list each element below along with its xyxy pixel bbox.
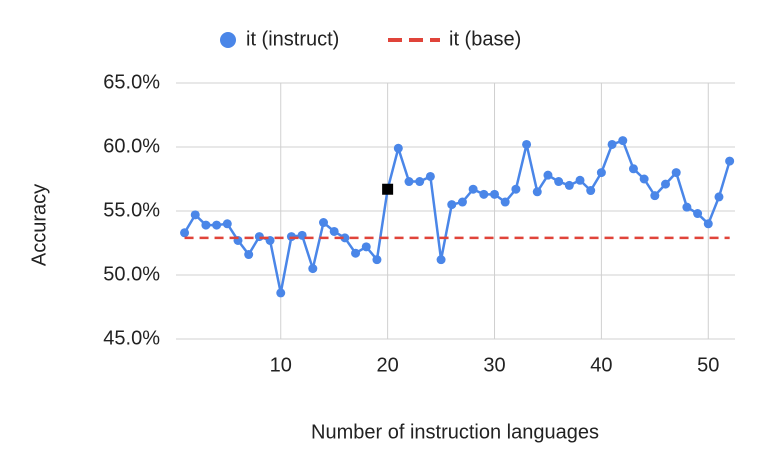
point: [393, 143, 403, 153]
point: [447, 200, 457, 210]
point: [415, 177, 425, 187]
point: [244, 250, 254, 260]
point: [490, 189, 500, 199]
x-tick-label: 20: [377, 354, 399, 376]
point: [276, 288, 286, 298]
point: [554, 177, 564, 187]
point: [457, 197, 467, 207]
point: [361, 242, 371, 252]
y-tick-label: 45.0%: [103, 327, 160, 349]
point: [714, 192, 724, 202]
point: [511, 184, 521, 194]
point: [468, 184, 478, 194]
y-tick-label: 60.0%: [103, 135, 160, 157]
legend-label: it (instruct): [246, 28, 339, 50]
point: [564, 180, 574, 190]
x-tick-label: 10: [270, 354, 292, 376]
point: [661, 179, 671, 189]
point: [308, 264, 318, 274]
point: [286, 232, 296, 242]
line: [183, 139, 731, 294]
x-tick-label: 40: [590, 354, 612, 376]
point: [639, 174, 649, 184]
point: [190, 210, 200, 220]
legend-label: it (base): [449, 28, 521, 50]
point: [201, 220, 211, 230]
point: [575, 175, 585, 185]
point: [725, 156, 735, 166]
point: [318, 218, 328, 228]
point: [607, 139, 617, 149]
highlight-point: [382, 183, 394, 195]
point: [351, 248, 361, 258]
point: [532, 187, 542, 197]
point: [254, 232, 264, 242]
x-tick-label: 30: [483, 354, 505, 376]
point: [596, 168, 606, 178]
point: [650, 191, 660, 201]
point: [479, 189, 489, 199]
point: [543, 170, 553, 180]
point: [500, 197, 510, 207]
point: [522, 139, 532, 149]
x-tick-label: 50: [697, 354, 719, 376]
point: [618, 136, 628, 146]
point: [329, 226, 339, 236]
y-tick-label: 50.0%: [103, 263, 160, 285]
point: [586, 186, 596, 196]
point: [212, 220, 222, 230]
point: [682, 202, 692, 212]
point: [436, 255, 446, 265]
point: [425, 171, 435, 181]
point: [671, 168, 681, 178]
point: [404, 177, 414, 187]
legend-marker: [220, 32, 236, 48]
x-axis-title: Number of instruction languages: [311, 421, 599, 443]
point: [222, 219, 232, 229]
point: [297, 230, 307, 240]
point: [180, 228, 190, 238]
point: [340, 233, 350, 243]
point: [703, 219, 713, 229]
point: [693, 209, 703, 219]
y-axis-title: Accuracy: [28, 184, 50, 266]
point: [628, 164, 638, 174]
y-tick-label: 65.0%: [103, 71, 160, 93]
point: [372, 255, 382, 265]
y-tick-label: 55.0%: [103, 199, 160, 221]
